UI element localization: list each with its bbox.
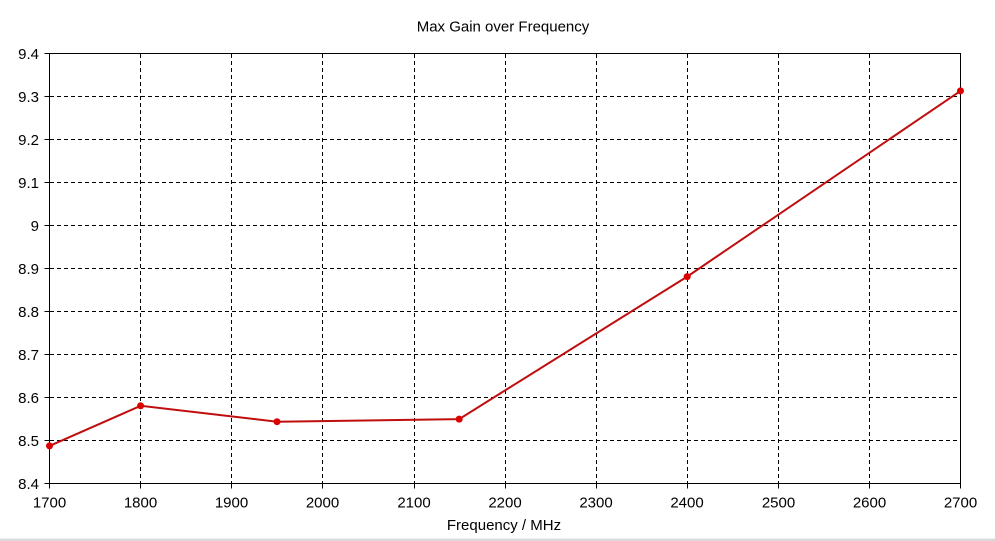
svg-text:8.9: 8.9 (18, 261, 39, 278)
svg-text:Frequency / MHz: Frequency / MHz (447, 517, 561, 534)
svg-text:9.2: 9.2 (18, 132, 39, 149)
svg-text:2600: 2600 (853, 495, 886, 512)
svg-text:8.4: 8.4 (18, 476, 39, 493)
svg-text:1900: 1900 (215, 495, 248, 512)
svg-text:1700: 1700 (33, 495, 66, 512)
svg-text:2300: 2300 (579, 495, 612, 512)
svg-text:9: 9 (31, 218, 39, 235)
svg-text:2100: 2100 (397, 495, 430, 512)
svg-text:2400: 2400 (670, 495, 703, 512)
svg-text:2700: 2700 (944, 495, 977, 512)
svg-text:2000: 2000 (306, 495, 339, 512)
svg-text:8.8: 8.8 (18, 304, 39, 321)
svg-text:9.1: 9.1 (18, 175, 39, 192)
svg-text:9.4: 9.4 (18, 46, 39, 63)
svg-text:9.3: 9.3 (18, 89, 39, 106)
svg-text:2500: 2500 (762, 495, 795, 512)
svg-text:1800: 1800 (124, 495, 157, 512)
svg-text:8.5: 8.5 (18, 433, 39, 450)
svg-text:Max Gain over Frequency: Max Gain over Frequency (417, 19, 590, 36)
svg-text:8.6: 8.6 (18, 390, 39, 407)
svg-text:8.7: 8.7 (18, 347, 39, 364)
svg-text:2200: 2200 (488, 495, 521, 512)
